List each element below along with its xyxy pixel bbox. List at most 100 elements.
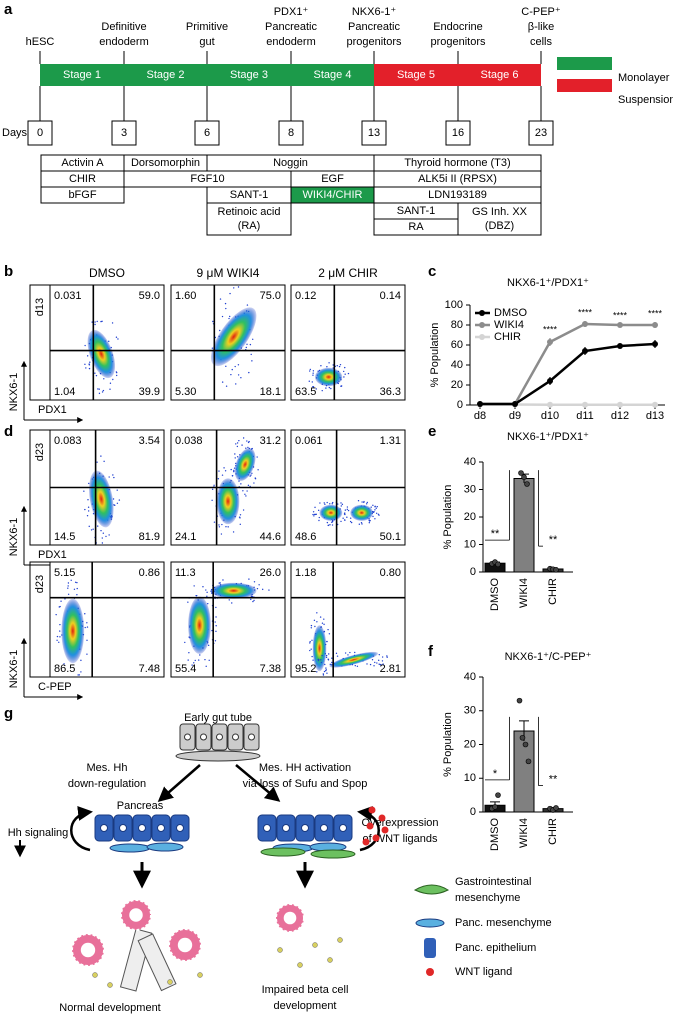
table-cell (457, 202, 542, 236)
event-dot (245, 346, 248, 349)
event-dot (380, 664, 382, 666)
event-dot (64, 598, 66, 600)
row-label: d13 (34, 298, 46, 316)
x-axis-label: PDX1 (38, 404, 67, 416)
diagram-label: via loss of Sufu and Spop (243, 778, 368, 790)
chart-title: NKX6-1⁺/C-PEP⁺ (505, 651, 592, 663)
event-dot (328, 386, 331, 389)
diagram-label: of WNT ligands (363, 833, 438, 845)
event-dot (235, 443, 237, 445)
event-dot (318, 516, 320, 519)
panc-mesenchyme (109, 843, 151, 853)
event-dot (88, 367, 91, 370)
factor: SANT-1 (230, 189, 269, 201)
event-dot (317, 509, 320, 512)
event-dot (346, 506, 349, 508)
event-dot (224, 470, 227, 472)
event-dot (318, 519, 320, 522)
event-dot (112, 378, 114, 381)
wnt-ligand (381, 826, 389, 834)
event-dot (211, 499, 213, 502)
event-dot (321, 622, 324, 624)
event-dot (331, 661, 333, 664)
quadrant-value: 1.31 (380, 435, 401, 447)
event-dot (253, 599, 255, 602)
significance: ** (549, 534, 558, 546)
stage-name: Stage 1 (63, 69, 101, 81)
significance: ** (549, 774, 558, 786)
density (61, 598, 85, 664)
event-dot (76, 581, 78, 584)
event-dot (322, 673, 325, 675)
mesenchyme (175, 750, 261, 762)
event-dot (250, 353, 252, 356)
event-dot (247, 446, 249, 449)
event-dot (233, 469, 235, 472)
event-dot (218, 470, 220, 472)
event-dot (214, 621, 216, 623)
event-dot (253, 482, 255, 484)
event-dot (97, 388, 99, 390)
quadrant-value: 5.15 (54, 567, 75, 579)
event-dot (76, 594, 78, 596)
event-dot (207, 602, 209, 605)
event-dot (230, 468, 232, 471)
quadrant-value: 7.48 (139, 663, 160, 675)
nucleus (263, 824, 271, 832)
factor: Noggin (273, 157, 308, 169)
quadrant-value: 50.1 (380, 531, 401, 543)
stage-name: Stage 3 (230, 69, 268, 81)
event-dot (102, 389, 105, 392)
event-dot (339, 363, 342, 366)
event-dot (254, 477, 257, 480)
event-dot (331, 657, 333, 659)
stage-name: Stage 2 (147, 69, 185, 81)
stage-label: progenitors (430, 36, 486, 48)
event-dot (343, 376, 345, 378)
quadrant-value: 7.38 (260, 663, 281, 675)
event-dot (373, 511, 375, 513)
event-dot (320, 659, 322, 661)
wnt-ligand (372, 834, 380, 842)
stage-label: PDX1⁺ (274, 6, 309, 18)
quadrant-value: 3.54 (139, 435, 160, 447)
event-dot (97, 525, 99, 527)
stage-name: Stage 5 (397, 69, 435, 81)
event-dot (87, 506, 90, 508)
event-dot (236, 456, 239, 458)
factor: CHIR (69, 173, 96, 185)
factor: LDN193189 (428, 189, 487, 201)
day-box (528, 120, 554, 146)
series-line (480, 342, 656, 406)
diagram-label: Normal development (59, 1002, 161, 1014)
marker (547, 339, 553, 345)
quadrant-value: 14.5 (54, 531, 75, 543)
density (87, 329, 116, 379)
event-dot (237, 364, 240, 366)
event-dot (115, 336, 118, 338)
legend-label: CHIR (494, 331, 521, 343)
event-dot (257, 469, 259, 471)
event-dot (218, 524, 220, 526)
event-dot (327, 659, 330, 661)
legend-label: WNT ligand (455, 966, 512, 978)
event-dot (240, 376, 242, 379)
event-dot (108, 534, 110, 536)
event-dot (221, 381, 224, 383)
event-dot (244, 493, 246, 495)
event-dot (67, 582, 70, 584)
cell-cluster (107, 982, 113, 988)
event-dot (59, 630, 61, 632)
legend-gi (413, 884, 450, 895)
event-dot (312, 513, 314, 516)
event-dot (324, 663, 326, 666)
event-dot (250, 474, 252, 476)
event-dot (205, 589, 207, 591)
event-dot (369, 663, 372, 666)
bar (513, 478, 535, 573)
density (210, 582, 257, 599)
event-dot (368, 522, 371, 524)
diagram-label: Pancreas (117, 800, 164, 812)
event-dot (313, 513, 316, 516)
event-dot (103, 378, 105, 380)
